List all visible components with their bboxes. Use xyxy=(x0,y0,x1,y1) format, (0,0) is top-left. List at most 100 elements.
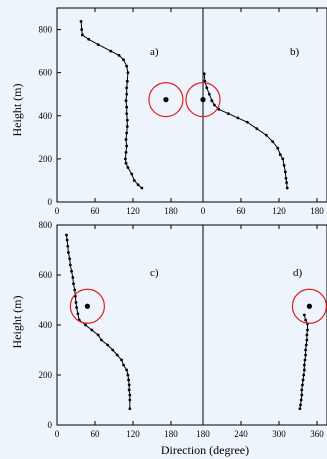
data-point xyxy=(124,138,128,141)
data-point xyxy=(125,368,129,372)
highlight-circle xyxy=(69,288,106,324)
data-point xyxy=(65,238,69,242)
x-tick-label: 300 xyxy=(272,429,286,439)
data-point xyxy=(299,398,303,402)
y-tick-label: 600 xyxy=(39,270,53,280)
data-point xyxy=(283,170,287,174)
x-tick-label: 0 xyxy=(55,429,60,439)
panel-frame xyxy=(202,7,327,203)
data-point xyxy=(213,103,216,107)
highlight-circle xyxy=(291,288,327,324)
data-point xyxy=(203,79,207,83)
data-point xyxy=(304,353,307,357)
panel-frame xyxy=(202,224,327,426)
y-tick-label: 400 xyxy=(39,111,53,121)
y-tick-label: 400 xyxy=(39,320,53,330)
panel-label: c) xyxy=(150,267,159,279)
profile-line xyxy=(203,73,288,189)
data-point xyxy=(96,43,100,47)
data-point xyxy=(87,37,91,41)
data-point xyxy=(299,403,302,407)
data-point xyxy=(80,33,84,37)
data-point xyxy=(125,131,129,135)
data-point xyxy=(264,133,268,137)
data-point xyxy=(90,328,94,332)
data-point xyxy=(127,378,130,382)
panel-1: 0 60 120 180 0 200 400 600 800 a) xyxy=(39,7,204,216)
data-point xyxy=(84,323,87,327)
y-tick-label: 0 xyxy=(48,420,53,430)
marker-point xyxy=(306,303,312,309)
panel-3: 0 60 120 180 0 200 400 600 800 c) xyxy=(39,220,204,439)
data-point xyxy=(126,373,130,377)
data-point xyxy=(255,127,259,131)
data-point xyxy=(306,328,309,332)
data-point xyxy=(217,107,221,111)
x-tick-label: 180 xyxy=(196,429,210,439)
data-point xyxy=(75,306,79,309)
data-point xyxy=(125,79,129,83)
data-point xyxy=(73,288,77,292)
data-point xyxy=(125,92,129,96)
data-point xyxy=(99,338,103,342)
data-point xyxy=(127,383,131,387)
y-tick-label: 200 xyxy=(39,370,53,380)
data-point xyxy=(304,318,307,322)
data-point xyxy=(128,407,132,411)
data-point xyxy=(74,301,78,304)
data-point xyxy=(111,348,115,352)
panel-label: b) xyxy=(290,46,300,58)
data-point xyxy=(71,276,75,279)
data-point xyxy=(68,257,72,261)
data-point xyxy=(122,363,125,367)
panel-label: a) xyxy=(150,46,159,58)
data-point xyxy=(304,343,308,347)
data-point xyxy=(109,49,113,53)
data-point xyxy=(202,72,206,76)
data-point xyxy=(136,183,140,187)
data-point xyxy=(124,161,128,165)
data-point xyxy=(68,263,72,267)
x-tick-label: 240 xyxy=(234,429,248,439)
x-tick-label: 120 xyxy=(272,206,286,216)
data-point xyxy=(130,172,134,176)
data-point xyxy=(285,181,288,185)
data-point xyxy=(65,233,68,237)
x-tick-label: 180 xyxy=(164,429,178,439)
panel-2: 0 60 120 180 b) xyxy=(185,7,327,216)
highlight-circle xyxy=(148,82,184,118)
data-point xyxy=(302,373,306,377)
data-point xyxy=(282,163,286,167)
data-point xyxy=(125,86,129,90)
data-point xyxy=(303,358,307,362)
data-point xyxy=(117,54,121,57)
data-point xyxy=(245,120,249,124)
panel-label: d) xyxy=(293,267,303,279)
y-tick-label: 0 xyxy=(48,197,53,207)
data-point xyxy=(115,353,119,357)
data-point xyxy=(226,112,230,116)
data-point xyxy=(278,153,282,156)
data-point xyxy=(128,393,132,397)
data-point xyxy=(126,166,130,169)
x-tick-label: 0 xyxy=(201,206,206,216)
data-point xyxy=(128,398,132,402)
data-point xyxy=(302,313,306,317)
data-point xyxy=(271,140,275,144)
data-point xyxy=(120,358,123,362)
data-point xyxy=(72,282,75,286)
data-point xyxy=(301,378,305,382)
y-tick-label: 600 xyxy=(39,68,53,78)
x-tick-label: 60 xyxy=(237,206,247,216)
highlight-circle xyxy=(185,82,221,118)
y-axis-label-bottom: Height (m) xyxy=(10,296,24,349)
data-point xyxy=(305,338,309,342)
y-tick-label: 200 xyxy=(39,154,53,164)
data-point xyxy=(66,244,70,248)
data-point xyxy=(281,157,285,161)
data-point xyxy=(79,19,83,23)
profile-line xyxy=(66,234,131,409)
data-point xyxy=(236,116,240,120)
data-point xyxy=(124,151,128,154)
